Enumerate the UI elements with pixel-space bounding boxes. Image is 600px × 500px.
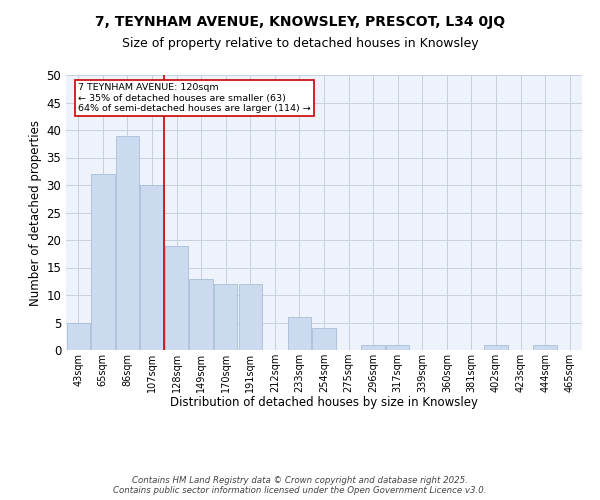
Text: Contains HM Land Registry data © Crown copyright and database right 2025.
Contai: Contains HM Land Registry data © Crown c…	[113, 476, 487, 495]
Bar	[386, 344, 409, 350]
Bar	[140, 185, 164, 350]
Bar	[239, 284, 262, 350]
Bar	[214, 284, 238, 350]
Bar	[116, 136, 139, 350]
Text: 7, TEYNHAM AVENUE, KNOWSLEY, PRESCOT, L34 0JQ: 7, TEYNHAM AVENUE, KNOWSLEY, PRESCOT, L3…	[95, 15, 505, 29]
Bar	[165, 246, 188, 350]
X-axis label: Distribution of detached houses by size in Knowsley: Distribution of detached houses by size …	[170, 396, 478, 409]
Bar	[313, 328, 335, 350]
Bar	[67, 322, 90, 350]
Bar	[361, 344, 385, 350]
Bar	[91, 174, 115, 350]
Bar	[190, 278, 213, 350]
Text: 7 TEYNHAM AVENUE: 120sqm
← 35% of detached houses are smaller (63)
64% of semi-d: 7 TEYNHAM AVENUE: 120sqm ← 35% of detach…	[78, 83, 311, 113]
Bar	[533, 344, 557, 350]
Bar	[288, 317, 311, 350]
Y-axis label: Number of detached properties: Number of detached properties	[29, 120, 42, 306]
Bar	[484, 344, 508, 350]
Text: Size of property relative to detached houses in Knowsley: Size of property relative to detached ho…	[122, 38, 478, 51]
